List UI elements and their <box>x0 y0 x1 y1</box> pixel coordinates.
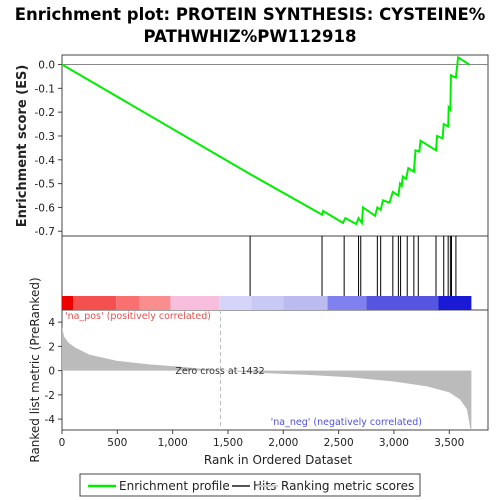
color-bar-segment <box>170 296 220 310</box>
color-bar-segment <box>139 296 171 310</box>
x-tick-label: 1,500 <box>213 437 243 449</box>
x-tick-label: 500 <box>107 437 127 449</box>
ranked-y-tick-label: -2 <box>45 390 55 402</box>
es-y-tick-label: 0.0 <box>38 60 55 72</box>
legend-item-enrichment-profile: Enrichment profile <box>88 479 230 493</box>
color-bar-segment <box>73 296 117 310</box>
color-bar-segment <box>251 296 284 310</box>
es-y-tick-label: -0.2 <box>35 107 56 119</box>
rank-color-bar <box>62 296 472 310</box>
legend-label-ranking-metric: Ranking metric scores <box>281 479 414 493</box>
color-bar-segment <box>116 296 140 310</box>
color-bar-segment <box>283 296 328 310</box>
pos-correlated-label: 'na_pos' (positively correlated) <box>65 311 211 322</box>
ranking-metric-series <box>62 310 472 430</box>
es-y-tick-label: -0.1 <box>35 83 56 95</box>
es-y-tick-label: -0.7 <box>35 226 56 238</box>
neg-correlated-label: 'na_neg' (negatively correlated) <box>271 417 422 428</box>
ranked-y-tick-label: 2 <box>48 341 55 353</box>
x-tick-label: 0 <box>59 437 66 449</box>
ranked-y-tick-label: 4 <box>48 317 55 329</box>
x-tick-label: 3,000 <box>379 437 409 449</box>
legend-item-ranking-metric: Ranking metric scores <box>258 479 414 493</box>
es-y-axis-label: Enrichment score (ES) <box>15 65 30 228</box>
chart-title-line-2: PATHWHIZ%PW112918 <box>144 27 357 46</box>
x-tick-label: 2,500 <box>324 437 354 449</box>
x-tick-label: 1,000 <box>158 437 188 449</box>
ranked-y-tick-label: -4 <box>45 414 56 426</box>
es-y-tick-label: -0.4 <box>35 155 56 167</box>
color-bar-segment <box>438 296 472 310</box>
hit-marks <box>249 236 457 296</box>
color-bar-segment <box>219 296 252 310</box>
color-bar-segment <box>327 296 367 310</box>
x-axis: 0 500 1,000 1,500 2,000 2,500 3,000 3,500 <box>59 430 464 449</box>
ranked-y-axis: 4 2 0 -2 -4 <box>45 317 62 426</box>
enrichment-profile-series <box>61 55 470 226</box>
es-y-tick-label: -0.3 <box>35 131 56 143</box>
zero-cross-label: Zero cross at 1432 <box>175 366 264 377</box>
x-axis-label: Rank in Ordered Dataset <box>204 453 352 467</box>
es-y-tick-label: -0.5 <box>35 179 56 191</box>
es-panel-frame <box>61 54 489 237</box>
legend-label-enrichment-profile: Enrichment profile <box>119 479 230 493</box>
ranked-y-tick-label: 0 <box>48 366 55 378</box>
color-bar-segment <box>366 296 439 310</box>
x-tick-label: 3,500 <box>434 437 464 449</box>
x-tick-label: 2,000 <box>268 437 298 449</box>
ranking-metric-area <box>62 327 472 429</box>
es-y-tick-label: -0.6 <box>35 202 56 214</box>
color-bar-segment <box>62 296 74 310</box>
chart-title-line-1: Enrichment plot: PROTEIN SYNTHESIS: CYST… <box>15 5 486 24</box>
es-y-axis: 0.0 -0.1 -0.2 -0.3 -0.4 -0.5 -0.6 -0.7 <box>35 60 62 238</box>
enrichment-profile-line <box>61 55 470 226</box>
ranked-y-axis-label: Ranked list metric (PreRanked) <box>28 277 42 462</box>
